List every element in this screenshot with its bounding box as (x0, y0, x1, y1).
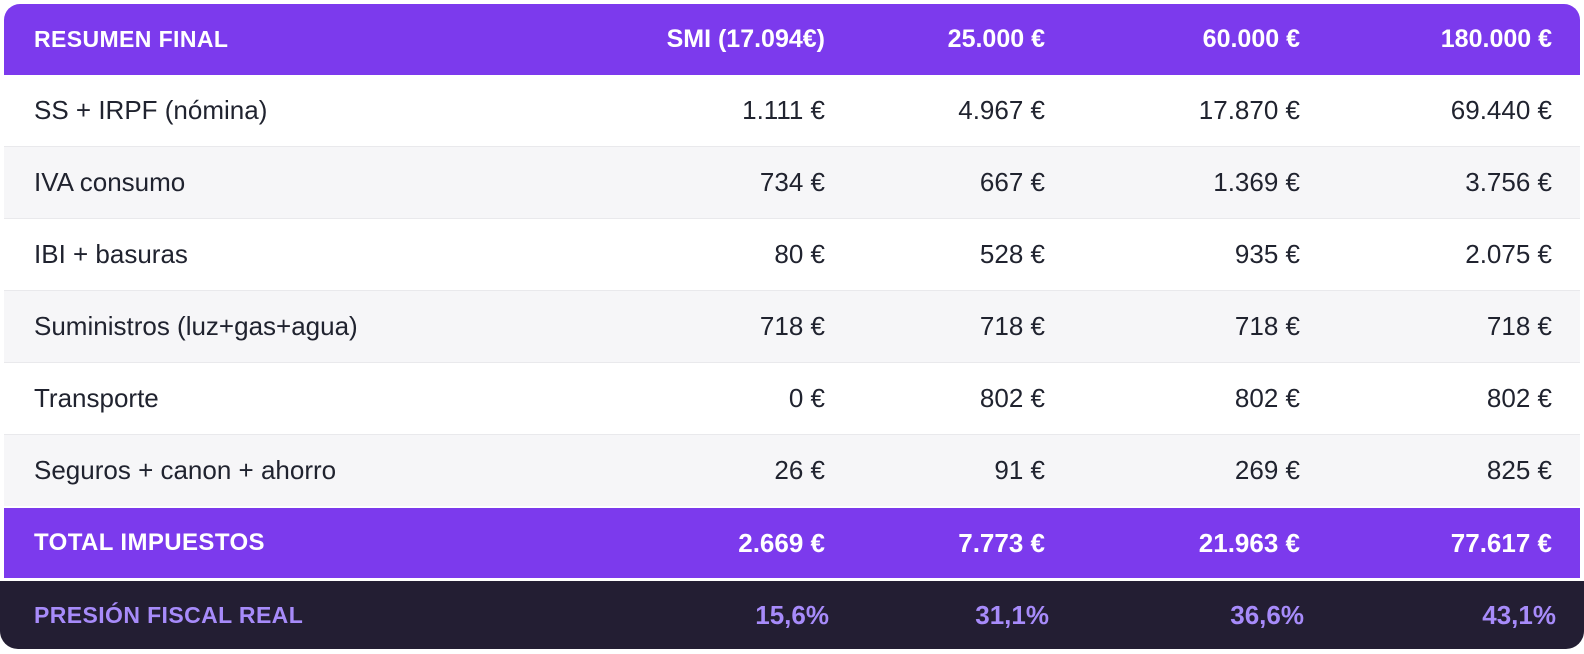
row-value: 2.075 € (1465, 239, 1552, 269)
fiscal-pressure-row: PRESIÓN FISCAL REAL 15,6% 31,1% 36,6% 43… (0, 581, 1584, 649)
total-row: TOTAL IMPUESTOS 2.669 € 7.773 € 21.963 €… (4, 508, 1580, 578)
row-value: 734 € (759, 167, 825, 197)
row-value: 4.967 € (958, 95, 1045, 125)
row-value: 802 € (1234, 383, 1300, 413)
fiscal-pressure-value: 31,1% (975, 599, 1049, 630)
row-value: 17.870 € (1198, 95, 1300, 125)
table-row: Seguros + canon + ahorro 26 € 91 € 269 €… (4, 434, 1580, 506)
row-label: SS + IRPF (nómina) (34, 95, 268, 125)
row-value: 80 € (774, 239, 825, 269)
row-value: 718 € (759, 311, 825, 341)
row-value: 825 € (1486, 455, 1552, 485)
row-label: IBI + basuras (34, 239, 188, 269)
row-value: 718 € (1486, 311, 1552, 341)
row-value: 91 € (994, 455, 1045, 485)
table-row: IVA consumo 734 € 667 € 1.369 € 3.756 € (4, 146, 1580, 218)
row-value: 935 € (1234, 239, 1300, 269)
fiscal-pressure-value: 36,6% (1230, 599, 1304, 630)
row-label: Seguros + canon + ahorro (34, 455, 337, 485)
row-value: 528 € (979, 239, 1045, 269)
row-value: 667 € (979, 167, 1045, 197)
total-value: 7.773 € (958, 527, 1045, 558)
row-value: 718 € (1234, 311, 1300, 341)
table-row: Transporte 0 € 802 € 802 € 802 € (4, 362, 1580, 434)
fiscal-pressure-label: PRESIÓN FISCAL REAL (34, 601, 304, 628)
summary-table-card: RESUMEN FINAL SMI (17.094€) 25.000 € 60.… (0, 4, 1584, 649)
table-row: IBI + basuras 80 € 528 € 935 € 2.075 € (4, 218, 1580, 290)
row-value: 1.111 € (742, 95, 825, 125)
row-value: 3.756 € (1465, 167, 1552, 197)
row-value: 269 € (1234, 455, 1300, 485)
row-value: 718 € (979, 311, 1045, 341)
row-value: 802 € (979, 383, 1045, 413)
column-header-smi: SMI (17.094€) (666, 25, 825, 53)
row-label: Transporte (34, 383, 159, 413)
total-value: 2.669 € (738, 527, 825, 558)
row-label: Suministros (luz+gas+agua) (34, 311, 358, 341)
fiscal-pressure-value: 15,6% (755, 599, 829, 630)
row-value: 69.440 € (1450, 95, 1552, 125)
table-row: SS + IRPF (nómina) 1.111 € 4.967 € 17.87… (4, 75, 1580, 146)
row-value: 0 € (788, 383, 825, 413)
fiscal-pressure-value: 43,1% (1482, 599, 1556, 630)
table-title: RESUMEN FINAL (34, 26, 229, 52)
total-label: TOTAL IMPUESTOS (34, 529, 265, 556)
table-row: Suministros (luz+gas+agua) 718 € 718 € 7… (4, 290, 1580, 362)
row-value: 26 € (774, 455, 825, 485)
total-value: 21.963 € (1198, 527, 1300, 558)
column-header-60k: 60.000 € (1202, 25, 1300, 53)
table-header-row: RESUMEN FINAL SMI (17.094€) 25.000 € 60.… (4, 4, 1580, 75)
total-value: 77.617 € (1450, 527, 1552, 558)
row-value: 802 € (1486, 383, 1552, 413)
row-value: 1.369 € (1213, 167, 1300, 197)
column-header-25k: 25.000 € (947, 25, 1045, 53)
row-label: IVA consumo (34, 167, 186, 197)
column-header-180k: 180.000 € (1440, 25, 1552, 53)
